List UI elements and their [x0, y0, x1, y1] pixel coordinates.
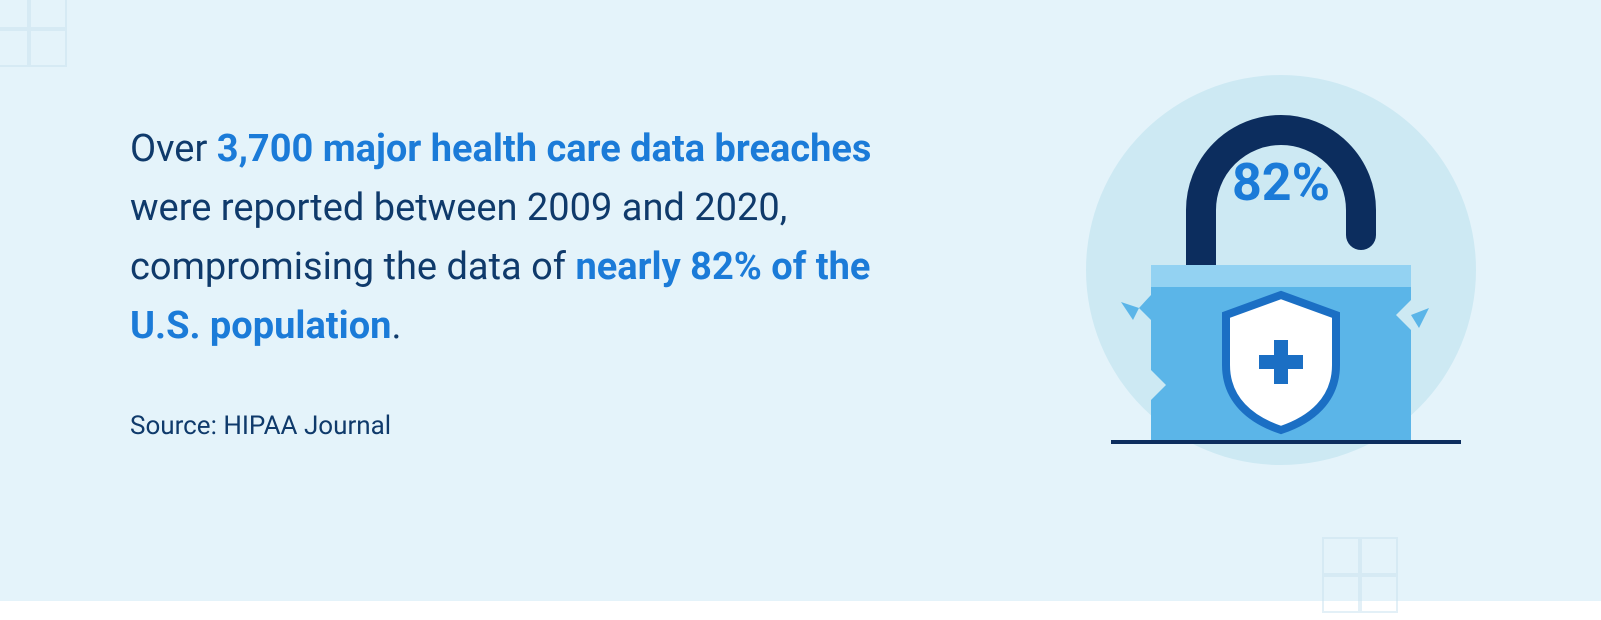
infographic-canvas: Over 3,700 major health care data breach…: [0, 0, 1601, 601]
source-line: Source: HIPAA Journal: [130, 411, 950, 441]
decoration-bottom-right: [1321, 536, 1401, 616]
headline-part1: Over: [130, 127, 217, 171]
percent-label: 82%: [1232, 152, 1330, 213]
lock-graphic: 82%: [1061, 70, 1501, 510]
lock-body-highlight: [1151, 265, 1411, 287]
source-label: Source:: [130, 411, 223, 441]
source-value: HIPAA Journal: [223, 411, 391, 441]
headline-bold1: 3,700 major health care data breaches: [217, 127, 872, 171]
text-content: Over 3,700 major health care data breach…: [130, 120, 950, 441]
decoration-top-left: [0, 0, 70, 70]
headline: Over 3,700 major health care data breach…: [130, 120, 950, 356]
headline-part3: .: [391, 304, 401, 348]
